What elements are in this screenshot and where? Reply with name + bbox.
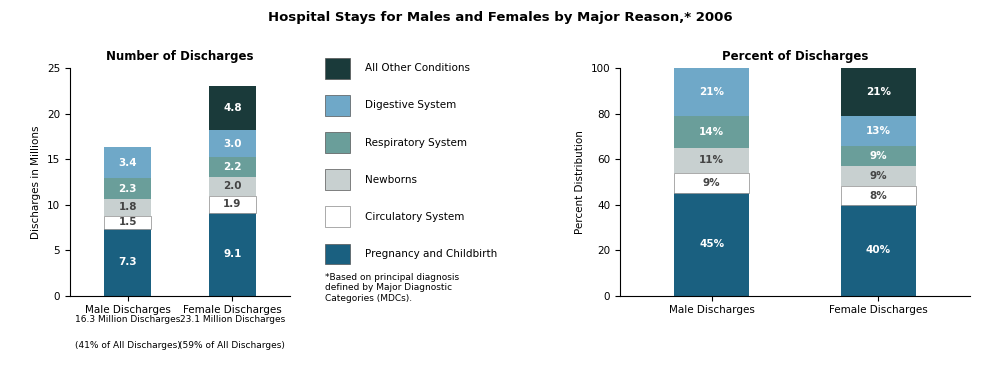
Text: Digestive System: Digestive System [365, 100, 456, 110]
Bar [841, 68, 916, 116]
Text: 9%: 9% [870, 171, 887, 181]
Text: *Based on principal diagnosis
defined by Major Diagnostic
Categories (MDCs).: *Based on principal diagnosis defined by… [325, 273, 459, 303]
Text: 7.3: 7.3 [118, 257, 137, 268]
Y-axis label: Discharges in Millions: Discharges in Millions [31, 125, 41, 239]
Bar [104, 199, 151, 216]
Bar [104, 147, 151, 178]
Bar [209, 213, 256, 296]
Bar [209, 157, 256, 177]
Bar [674, 193, 749, 296]
Text: 23.1 Million Discharges: 23.1 Million Discharges [180, 315, 285, 324]
Text: 1.8: 1.8 [118, 202, 137, 212]
Bar [674, 68, 749, 116]
Text: 9%: 9% [870, 151, 887, 161]
Text: 13%: 13% [866, 126, 891, 136]
Y-axis label: Percent Distribution: Percent Distribution [575, 130, 585, 234]
Text: 1.9: 1.9 [223, 199, 242, 209]
Text: Circulatory System: Circulatory System [365, 212, 464, 222]
Text: Newborns: Newborns [365, 175, 417, 185]
Text: 11%: 11% [699, 155, 724, 165]
Bar [209, 130, 256, 157]
Text: (41% of All Discharges): (41% of All Discharges) [75, 341, 180, 350]
Text: 21%: 21% [699, 87, 724, 97]
Text: 45%: 45% [699, 240, 724, 249]
Text: Hospital Stays for Males and Females by Major Reason,* 2006: Hospital Stays for Males and Females by … [268, 11, 732, 24]
Bar [841, 205, 916, 296]
Bar [209, 177, 256, 196]
Bar [209, 196, 256, 213]
Bar [674, 116, 749, 148]
Title: Percent of Discharges: Percent of Discharges [722, 50, 868, 63]
Bar [674, 173, 749, 193]
Text: Pregnancy and Childbirth: Pregnancy and Childbirth [365, 249, 497, 259]
Text: 40%: 40% [866, 245, 891, 255]
Title: Number of Discharges: Number of Discharges [106, 50, 254, 63]
Text: 14%: 14% [699, 127, 724, 137]
Bar [841, 146, 916, 166]
Bar [104, 229, 151, 296]
Text: 9.1: 9.1 [223, 249, 242, 259]
Text: Respiratory System: Respiratory System [365, 138, 467, 147]
Bar [841, 116, 916, 146]
Text: 16.3 Million Discharges: 16.3 Million Discharges [75, 315, 180, 324]
Text: 8%: 8% [869, 191, 887, 200]
Text: 1.5: 1.5 [118, 218, 137, 227]
Text: 2.0: 2.0 [223, 182, 242, 191]
Bar [104, 178, 151, 199]
Bar [674, 148, 749, 173]
Text: (59% of All Discharges): (59% of All Discharges) [179, 341, 285, 350]
Text: 2.3: 2.3 [118, 184, 137, 194]
Bar [841, 166, 916, 186]
Text: 9%: 9% [703, 178, 720, 188]
Text: All Other Conditions: All Other Conditions [365, 63, 470, 73]
Text: 3.0: 3.0 [223, 139, 242, 149]
Text: 4.8: 4.8 [223, 103, 242, 113]
Bar [841, 186, 916, 205]
Bar [104, 216, 151, 229]
Text: 3.4: 3.4 [118, 158, 137, 168]
Text: 21%: 21% [866, 87, 891, 97]
Text: 2.2: 2.2 [223, 162, 242, 172]
Bar [209, 86, 256, 130]
